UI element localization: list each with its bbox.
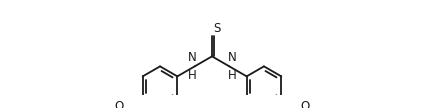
Text: O: O xyxy=(300,100,309,108)
Text: O: O xyxy=(115,100,124,108)
Text: H: H xyxy=(188,69,196,82)
Text: N: N xyxy=(188,51,196,64)
Text: H: H xyxy=(228,69,236,82)
Text: N: N xyxy=(228,51,236,64)
Text: S: S xyxy=(213,21,221,35)
